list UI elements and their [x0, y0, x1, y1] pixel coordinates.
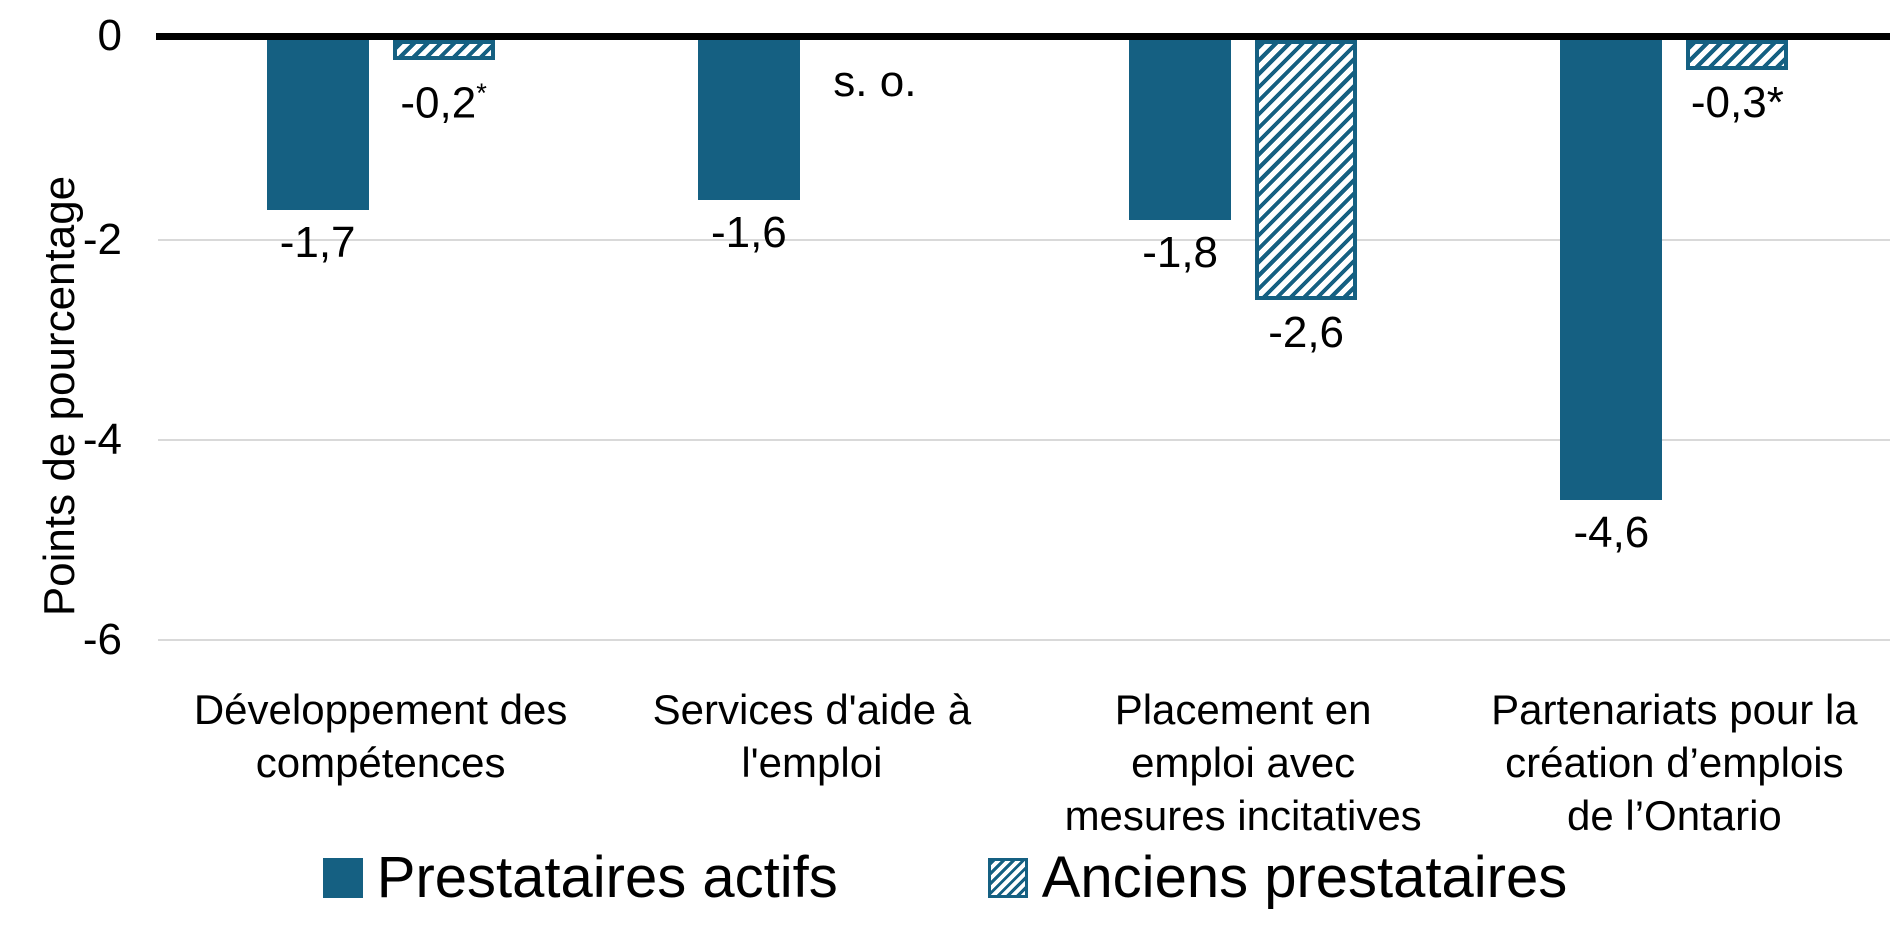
bar-value-label: -2,6 [1268, 308, 1345, 357]
y-axis-tick-label: 0 [97, 11, 122, 60]
y-gridline [158, 439, 1890, 441]
legend-swatch-hatched [987, 857, 1028, 898]
bar-prestataires-actifs [1560, 40, 1663, 500]
legend-item-label: Prestataires actifs [376, 845, 838, 910]
bar-value-label: -0,2* [400, 77, 487, 128]
significance-asterisk: * [476, 77, 487, 108]
legend-item: Prestataires actifs [322, 845, 838, 910]
x-axis-category-label: Services d'aide à l'emploi [652, 686, 972, 786]
bar-value-label: -1,7 [279, 218, 356, 267]
x-axis-category-label: Placement en emploi avec mesures incitat… [1064, 686, 1422, 839]
y-axis-tick-label: -2 [82, 215, 122, 264]
y-axis-title: Points de pourcentage [35, 175, 84, 617]
legend-item-label: Anciens prestataires [1041, 845, 1568, 910]
y-gridline [158, 639, 1890, 641]
legend: Prestataires actifs Anciens prestataires [0, 846, 1890, 910]
bar-value-label: -1,8 [1142, 228, 1219, 277]
bar-prestataires-actifs [697, 40, 800, 200]
bar-anciens-prestataires [1686, 40, 1789, 70]
na-label: s. o. [833, 57, 917, 106]
bar-prestataires-actifs [266, 40, 369, 210]
bar-anciens-prestataires [392, 40, 495, 60]
y-axis-tick-label: -4 [82, 415, 122, 464]
legend-item: Anciens prestataires [987, 845, 1568, 910]
bar-value-label: -4,6 [1573, 508, 1650, 557]
x-axis-category-label: Partenariats pour la création d’emplois … [1491, 686, 1858, 839]
x-axis-zero-line [156, 33, 1890, 40]
bar-value-label: -1,6 [710, 208, 787, 257]
y-axis-tick-label: -6 [82, 615, 122, 664]
bar-prestataires-actifs [1129, 40, 1232, 220]
legend-swatch-solid [322, 857, 363, 898]
x-axis-category-label: Développement des compétences [193, 686, 568, 786]
bar-value-label: -0,3* [1690, 78, 1784, 127]
bar-anciens-prestataires [1255, 40, 1358, 300]
y-gridline [158, 239, 1890, 241]
